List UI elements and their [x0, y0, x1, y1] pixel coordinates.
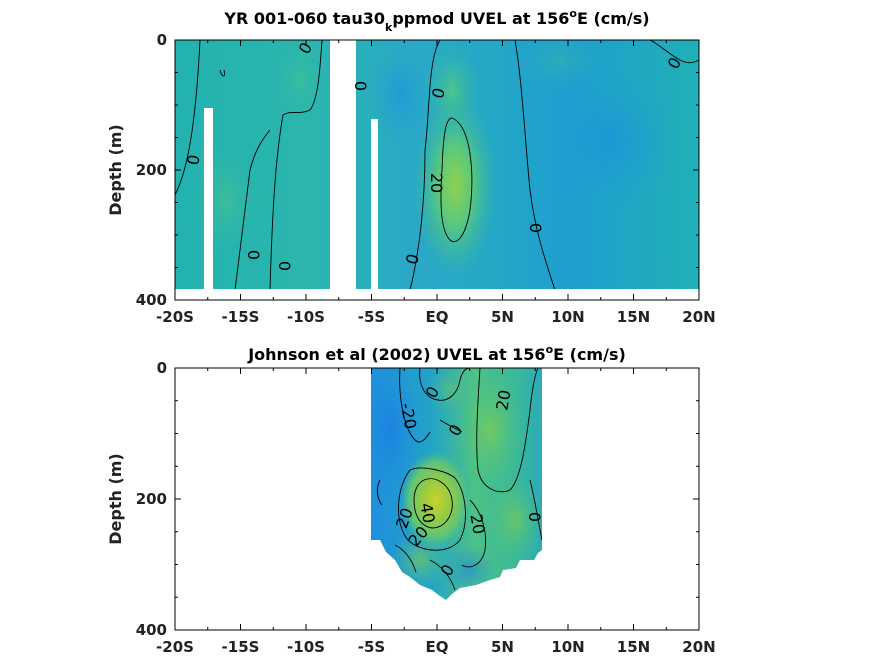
panel-1-contour-labels: 0 0 0 0 0 0 20 0 0 0 [183, 39, 685, 271]
contour-label: 0 [428, 86, 449, 101]
x-tick-label: -5S [358, 638, 385, 656]
x-tick-label: -10S [287, 638, 325, 656]
panel-1-contours [175, 40, 699, 289]
contour-label: 0 [525, 512, 544, 522]
y-tick-label: 400 [136, 621, 167, 639]
y-tick-label: 200 [136, 161, 167, 179]
contour-label: 20 [492, 388, 514, 411]
panel-1-missing-data [204, 40, 378, 289]
panel-2-contours [376, 368, 542, 591]
y-tick-label: 0 [157, 31, 167, 49]
x-tick-label: -15S [222, 638, 260, 656]
x-tick-label: 10N [551, 638, 584, 656]
x-tick-label: -5S [358, 308, 385, 326]
contour-label: 40 [416, 501, 438, 524]
panel-2-field [371, 368, 542, 600]
y-tick-label: 200 [136, 490, 167, 508]
contour-label: 20 [466, 512, 488, 535]
panel-1-ylabel: Depth (m) [106, 124, 125, 216]
panel-1-field [175, 40, 699, 289]
x-tick-label: 10N [551, 308, 584, 326]
contour-label: 0 [351, 81, 370, 91]
x-tick-label: 5N [491, 638, 514, 656]
panel-1: YR 001-060 tau30kppmod UVEL at 156oE (cm… [106, 7, 716, 326]
x-tick-label: 20N [682, 638, 715, 656]
contour-label: 0 [402, 252, 423, 267]
panel-1-title: YR 001-060 tau30kppmod UVEL at 156oE (cm… [223, 7, 649, 34]
panel-2-title: Johnson et al (2002) UVEL at 156oE (cm/s… [247, 343, 626, 364]
x-tick-label: 20N [682, 308, 715, 326]
y-tick-label: 400 [136, 291, 167, 309]
x-tick-label: 15N [617, 308, 650, 326]
x-tick-label: -15S [222, 308, 260, 326]
x-tick-label: -10S [287, 308, 325, 326]
x-tick-label: EQ [426, 638, 449, 656]
x-tick-label: 15N [617, 638, 650, 656]
y-tick-label: 0 [157, 359, 167, 377]
x-tick-label: -20S [156, 308, 194, 326]
x-tick-label: EQ [426, 308, 449, 326]
contour-label: 0 [244, 250, 263, 260]
contour-label: -20 [397, 402, 420, 431]
x-tick-label: 5N [491, 308, 514, 326]
x-tick-label: -20S [156, 638, 194, 656]
contour-label: 0 [275, 261, 294, 271]
panel-2-ylabel: Depth (m) [106, 453, 125, 545]
contour-label: 0 [526, 223, 545, 233]
contour-label: 20 [427, 173, 446, 193]
contour-label: 0 [183, 153, 203, 166]
panel-2: Johnson et al (2002) UVEL at 156oE (cm/s… [106, 343, 716, 656]
